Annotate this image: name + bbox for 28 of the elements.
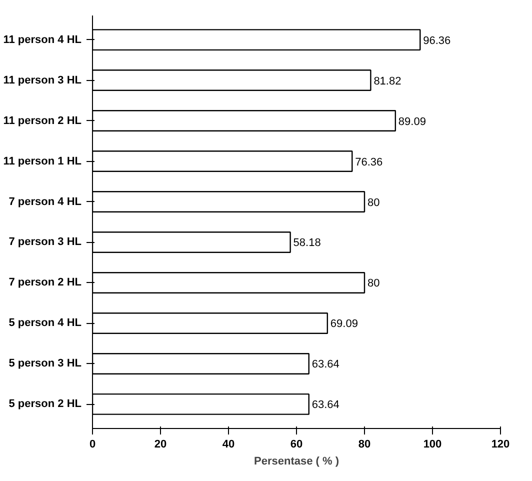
y-tick-label: 7 person 4 HL [8, 196, 82, 208]
data-label: 76.36 [355, 156, 383, 168]
x-tick-label: 40 [222, 438, 235, 450]
data-label: 69.09 [330, 318, 358, 330]
y-tick-label: 7 person 2 HL [8, 276, 82, 289]
y-tick-label: 11 person 1 HL [3, 155, 82, 168]
data-label: 63.64 [312, 399, 340, 412]
y-tick-label: 5 person 2 HL [8, 398, 82, 410]
x-tick-label: 100 [423, 438, 442, 450]
y-tick-label: 11 person 2 HL [3, 114, 82, 127]
data-label: 80 [368, 278, 380, 290]
data-label: 89.09 [398, 116, 426, 128]
x-tick-label: 20 [154, 438, 167, 450]
data-label: 58.18 [293, 237, 321, 250]
x-tick-label: 120 [491, 438, 510, 450]
data-label: 96.36 [423, 34, 451, 47]
x-tick-label: 80 [358, 438, 371, 450]
y-tick-label: 7 person 3 HL [8, 236, 82, 248]
x-tick-label: 60 [290, 438, 303, 450]
data-label: 63.64 [312, 358, 340, 371]
data-label: 80 [368, 196, 380, 209]
data-label: 81.82 [374, 75, 402, 88]
x-tick-label: 0 [89, 438, 96, 450]
y-tick-label: 5 person 4 HL [8, 317, 82, 330]
y-tick-label: 5 person 3 HL [8, 358, 82, 370]
y-tick-label: 11 person 3 HL [3, 74, 82, 86]
x-axis-title: Persentase ( % ) [254, 456, 340, 468]
y-tick-label: 11 person 4 HL [3, 34, 82, 46]
